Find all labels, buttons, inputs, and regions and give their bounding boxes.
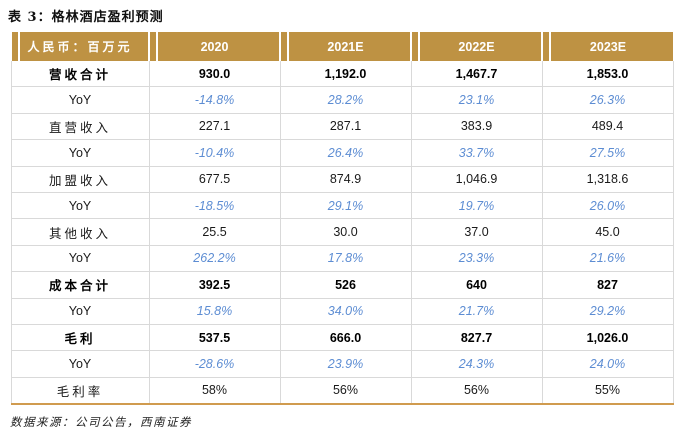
row-label: YoY [10, 139, 149, 167]
cell-value: 827.7 [410, 324, 542, 352]
header-year-2020: 2020 [148, 32, 280, 61]
cell-value: 15.8% [148, 298, 280, 325]
cell-value: 537.5 [148, 324, 280, 352]
cell-value: 874.9 [279, 166, 411, 193]
cell-value: -14.8% [148, 86, 280, 114]
header-row: 人民币：百万元 2020 2021E 2022E 2023E [10, 32, 673, 61]
row-label: 毛利 [10, 324, 149, 352]
row-label: YoY [10, 298, 149, 325]
table-row: 成本合计 392.5 526 640 827 [10, 271, 674, 299]
cell-value: 30.0 [279, 218, 411, 246]
row-label: YoY [10, 86, 149, 114]
row-label: 其他收入 [10, 218, 149, 246]
cell-value: 28.2% [279, 86, 411, 114]
cell-value: -18.5% [148, 192, 280, 220]
table-row: YoY -10.4% 26.4% 33.7% 27.5% [10, 139, 674, 167]
cell-value: 666.0 [279, 324, 411, 352]
table-title: 表 3：格林酒店盈利预测 [8, 10, 164, 25]
cell-value: 26.3% [541, 86, 674, 114]
report-table-figure: 表 3：格林酒店盈利预测 人民币：百万元 2020 2021E 2022E 20… [0, 6, 682, 432]
cell-value: -28.6% [148, 350, 280, 378]
cell-value: 1,046.9 [410, 166, 542, 193]
cell-value: 24.3% [410, 350, 542, 378]
table-row: YoY -18.5% 29.1% 19.7% 26.0% [10, 192, 674, 220]
cell-value: 1,467.7 [410, 61, 542, 88]
cell-value: 383.9 [410, 113, 542, 141]
cell-value: 526 [279, 271, 411, 299]
cell-value: 1,192.0 [279, 61, 411, 88]
cell-value: 25.5 [148, 218, 280, 246]
cell-value: 287.1 [279, 113, 411, 141]
cell-value: 17.8% [279, 245, 411, 273]
cell-value: 56% [279, 377, 411, 406]
cell-value: 1,026.0 [541, 324, 674, 352]
cell-value: 489.4 [541, 113, 674, 141]
cell-value: 26.4% [279, 139, 411, 167]
row-label: 毛利率 [10, 377, 149, 406]
header-year-2022e: 2022E [410, 32, 542, 61]
table-row: 加盟收入 677.5 874.9 1,046.9 1,318.6 [10, 166, 674, 193]
cell-value: 21.6% [541, 245, 674, 273]
row-label: 营收合计 [10, 61, 149, 88]
cell-value: 23.1% [410, 86, 542, 114]
header-year-2021e: 2021E [279, 32, 411, 61]
row-label: YoY [10, 245, 149, 273]
cell-value: 392.5 [148, 271, 280, 299]
cell-value: 930.0 [148, 61, 280, 88]
cell-value: 58% [148, 377, 280, 406]
cell-value: 27.5% [541, 139, 674, 167]
table-row: 毛利 537.5 666.0 827.7 1,026.0 [10, 324, 674, 352]
cell-value: 262.2% [148, 245, 280, 273]
cell-value: 29.1% [279, 192, 411, 220]
cell-value: 55% [541, 377, 674, 406]
profit-forecast-table: 人民币：百万元 2020 2021E 2022E 2023E 营收合计 930.… [10, 32, 674, 406]
row-label: 成本合计 [10, 271, 149, 299]
source-note: 数据来源：公司公告，西南证券 [10, 415, 192, 430]
cell-value: 640 [410, 271, 542, 299]
cell-value: 29.2% [541, 298, 674, 325]
cell-value: 227.1 [148, 113, 280, 141]
cell-value: -10.4% [148, 139, 280, 167]
cell-value: 1,853.0 [541, 61, 674, 88]
cell-value: 24.0% [541, 350, 674, 378]
cell-value: 23.3% [410, 245, 542, 273]
table-row: YoY 15.8% 34.0% 21.7% 29.2% [10, 298, 674, 325]
header-unit-label: 人民币：百万元 [10, 32, 149, 61]
cell-value: 26.0% [541, 192, 674, 220]
table-row: 直营收入 227.1 287.1 383.9 489.4 [10, 113, 674, 141]
table-row: YoY -14.8% 28.2% 23.1% 26.3% [10, 86, 674, 114]
cell-value: 34.0% [279, 298, 411, 325]
table-body: 营收合计 930.0 1,192.0 1,467.7 1,853.0 YoY -14.… [10, 61, 674, 406]
table-row: 其他收入 25.5 30.0 37.0 45.0 [10, 218, 674, 246]
cell-value: 45.0 [541, 218, 674, 246]
table-row: YoY 262.2% 17.8% 23.3% 21.6% [10, 245, 674, 273]
cell-value: 33.7% [410, 139, 542, 167]
table-row: 营收合计 930.0 1,192.0 1,467.7 1,853.0 [10, 61, 674, 88]
header-year-2023e: 2023E [541, 32, 673, 61]
cell-value: 827 [541, 271, 674, 299]
row-label: 直营收入 [10, 113, 149, 141]
table-row: 毛利率 58% 56% 56% 55% [10, 377, 674, 406]
row-label: 加盟收入 [10, 166, 149, 193]
cell-value: 19.7% [410, 192, 542, 220]
cell-value: 37.0 [410, 218, 542, 246]
cell-value: 21.7% [410, 298, 542, 325]
row-label: YoY [10, 350, 149, 378]
cell-value: 56% [410, 377, 542, 406]
row-label: YoY [10, 192, 149, 220]
table-row: YoY -28.6% 23.9% 24.3% 24.0% [10, 350, 674, 378]
cell-value: 1,318.6 [541, 166, 674, 193]
cell-value: 23.9% [279, 350, 411, 378]
table-header: 人民币：百万元 2020 2021E 2022E 2023E [10, 32, 673, 61]
cell-value: 677.5 [148, 166, 280, 193]
